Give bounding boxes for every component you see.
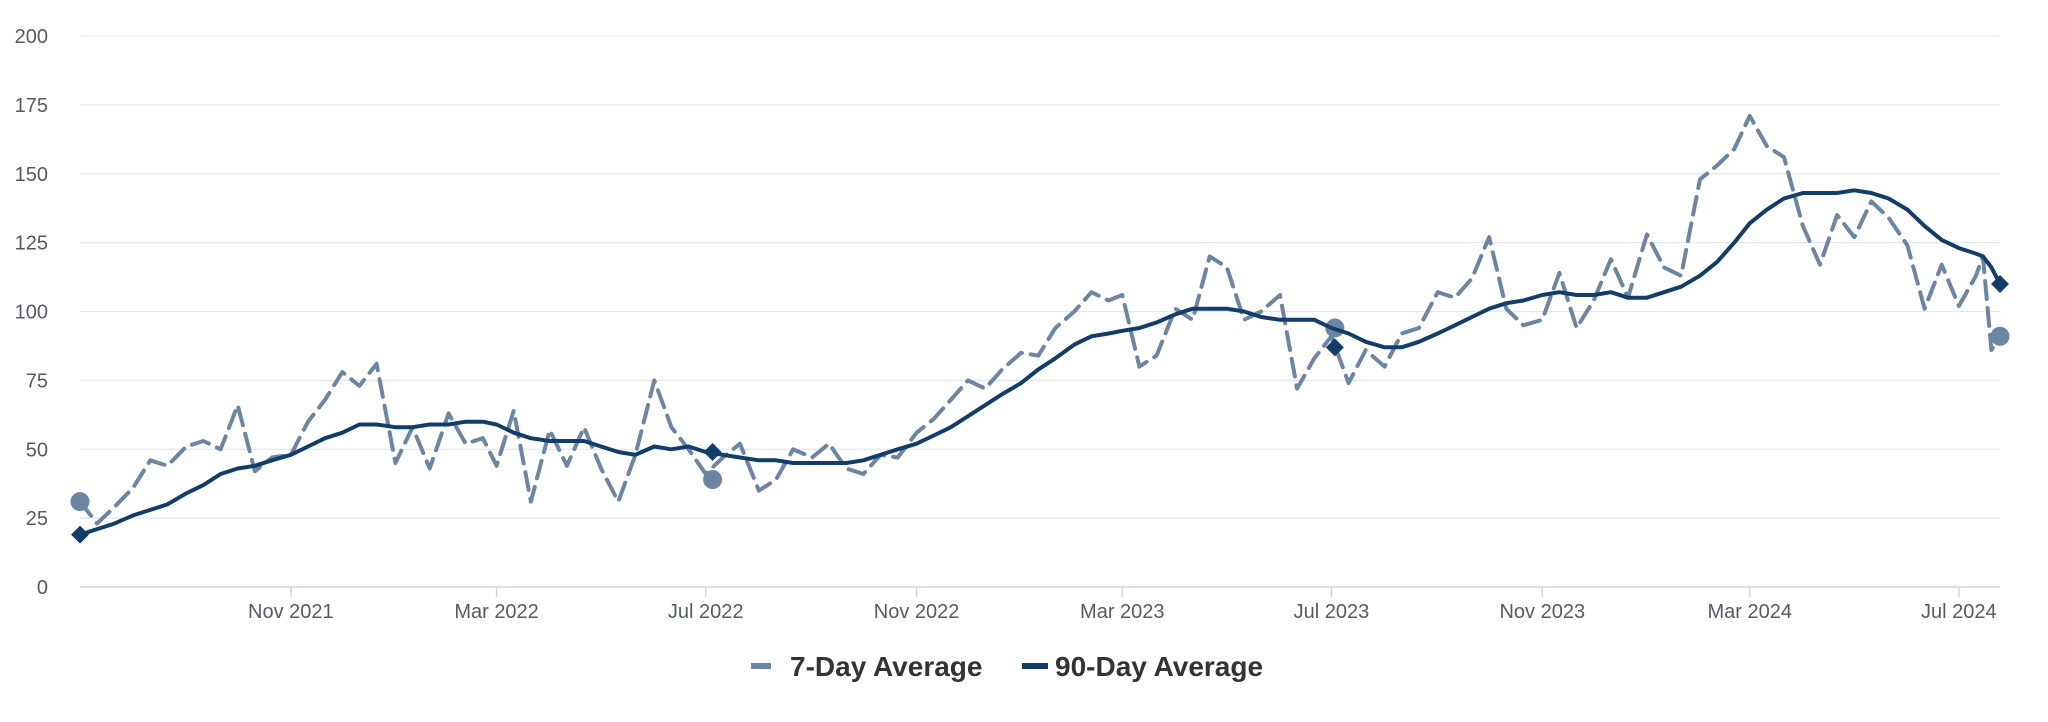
series-7-day-average xyxy=(70,113,2010,526)
x-tick-label: Jul 2022 xyxy=(668,601,744,623)
x-tick-label: Jul 2024 xyxy=(1921,601,1997,623)
legend-label-90-day: 90-Day Average xyxy=(1055,651,1263,682)
x-tick-label: Nov 2021 xyxy=(248,601,334,623)
y-tick-label: 50 xyxy=(26,439,48,461)
y-tick-label: 150 xyxy=(15,164,48,186)
grid xyxy=(80,35,2000,519)
x-tick-label: Mar 2023 xyxy=(1080,601,1165,623)
legend-item-90-day[interactable]: 90-Day Average xyxy=(1022,651,1263,682)
x-tick-label: Mar 2024 xyxy=(1707,601,1792,623)
legend-item-7-day[interactable]: 7-Day Average xyxy=(751,651,982,682)
series xyxy=(70,113,2010,544)
series-line-90-day-average xyxy=(78,188,2002,537)
y-tick-label: 0 xyxy=(37,577,48,599)
legend: 7-Day Average 90-Day Average xyxy=(751,651,1263,682)
x-tick-label: Mar 2022 xyxy=(454,601,539,623)
y-tick-label: 75 xyxy=(26,370,48,392)
data-point-marker[interactable] xyxy=(703,443,722,462)
data-point-marker[interactable] xyxy=(703,470,723,490)
data-point-marker[interactable] xyxy=(1991,274,2009,293)
x-tick-label: Nov 2023 xyxy=(1499,601,1585,623)
x-tick-label: Jul 2023 xyxy=(1294,601,1370,623)
x-axis: Nov 2021 Mar 2022 Jul 2022 Nov 2022 Mar 2023… xyxy=(80,586,2000,623)
y-tick-label: 200 xyxy=(15,26,48,48)
data-point-marker[interactable] xyxy=(71,525,89,544)
data-point-marker[interactable] xyxy=(1325,338,1344,357)
data-point-marker[interactable] xyxy=(70,492,90,512)
series-line-7-day-average xyxy=(78,113,2002,526)
series-90-day-average xyxy=(71,188,2009,544)
y-tick-label: 175 xyxy=(15,95,48,117)
x-tick-label: Nov 2022 xyxy=(874,601,960,623)
y-tick-label: 125 xyxy=(15,233,48,255)
data-point-marker[interactable] xyxy=(1990,326,2010,346)
y-axis: 0 25 50 75 100 125 150 175 200 xyxy=(15,26,48,599)
y-tick-label: 100 xyxy=(15,302,48,324)
y-tick-label: 25 xyxy=(26,508,48,530)
legend-label-7-day: 7-Day Average xyxy=(790,651,982,682)
